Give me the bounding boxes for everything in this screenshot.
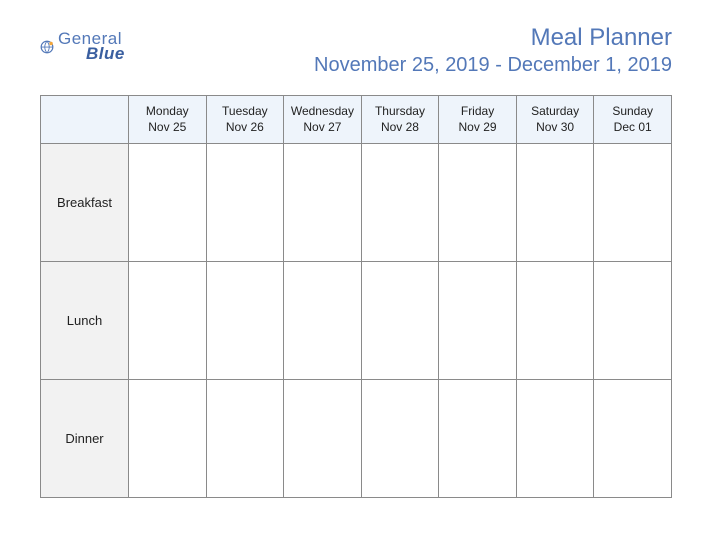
meal-row: Breakfast [41, 144, 672, 262]
day-of-week: Sunday [598, 104, 667, 120]
day-header: Saturday Nov 30 [516, 96, 594, 144]
meal-cell[interactable] [594, 262, 672, 380]
meal-cell[interactable] [129, 144, 207, 262]
day-header: Friday Nov 29 [439, 96, 517, 144]
day-of-week: Wednesday [288, 104, 357, 120]
page-title: Meal Planner [314, 24, 672, 52]
meal-cell[interactable] [439, 144, 517, 262]
meal-cell[interactable] [439, 262, 517, 380]
day-date: Nov 30 [521, 120, 590, 136]
meal-cell[interactable] [516, 144, 594, 262]
day-header: Wednesday Nov 27 [284, 96, 362, 144]
meal-cell[interactable] [361, 380, 439, 498]
meal-planner-table: Monday Nov 25 Tuesday Nov 26 Wednesday N… [40, 95, 672, 498]
meal-cell[interactable] [206, 144, 284, 262]
meal-cell[interactable] [284, 144, 362, 262]
day-date: Dec 01 [598, 120, 667, 136]
day-of-week: Saturday [521, 104, 590, 120]
day-header: Monday Nov 25 [129, 96, 207, 144]
day-header: Thursday Nov 28 [361, 96, 439, 144]
day-date: Nov 29 [443, 120, 512, 136]
meal-cell[interactable] [361, 144, 439, 262]
meal-cell[interactable] [516, 262, 594, 380]
day-of-week: Tuesday [211, 104, 280, 120]
logo-text-blue: Blue [86, 45, 125, 62]
meal-cell[interactable] [361, 262, 439, 380]
meal-label: Lunch [41, 262, 129, 380]
meal-cell[interactable] [284, 380, 362, 498]
page: General Blue Meal Planner November 25, 2… [0, 0, 712, 518]
day-date: Nov 27 [288, 120, 357, 136]
day-date: Nov 28 [366, 120, 435, 136]
header: General Blue Meal Planner November 25, 2… [40, 24, 672, 77]
meal-label: Breakfast [41, 144, 129, 262]
meal-cell[interactable] [439, 380, 517, 498]
meal-cell[interactable] [206, 380, 284, 498]
globe-icon [40, 40, 54, 54]
meal-cell[interactable] [516, 380, 594, 498]
meal-row: Dinner [41, 380, 672, 498]
title-block: Meal Planner November 25, 2019 - Decembe… [314, 24, 672, 77]
meal-cell[interactable] [129, 262, 207, 380]
logo: General Blue [40, 30, 125, 62]
day-header: Tuesday Nov 26 [206, 96, 284, 144]
day-date: Nov 26 [211, 120, 280, 136]
day-of-week: Monday [133, 104, 202, 120]
corner-cell [41, 96, 129, 144]
date-range: November 25, 2019 - December 1, 2019 [314, 54, 672, 77]
meal-cell[interactable] [206, 262, 284, 380]
meal-label: Dinner [41, 380, 129, 498]
day-of-week: Friday [443, 104, 512, 120]
day-of-week: Thursday [366, 104, 435, 120]
day-date: Nov 25 [133, 120, 202, 136]
meal-cell[interactable] [284, 262, 362, 380]
meal-cell[interactable] [594, 144, 672, 262]
meal-cell[interactable] [594, 380, 672, 498]
meal-cell[interactable] [129, 380, 207, 498]
day-header: Sunday Dec 01 [594, 96, 672, 144]
meal-row: Lunch [41, 262, 672, 380]
